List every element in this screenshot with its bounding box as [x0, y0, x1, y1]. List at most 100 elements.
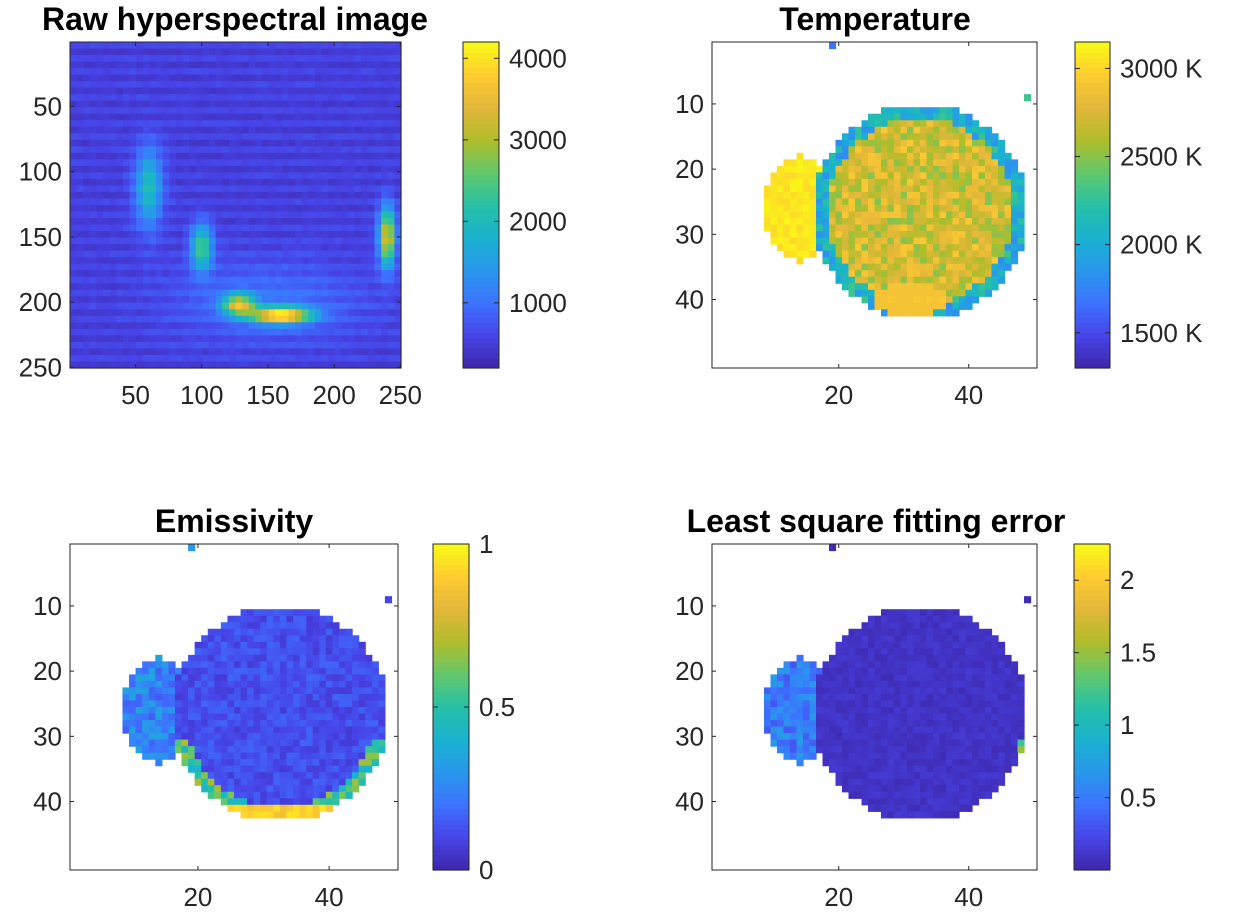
heatmap-cell [188, 733, 196, 741]
heatmap-cell [978, 185, 986, 193]
heatmap-cell [978, 654, 986, 662]
heatmap-cell [374, 211, 382, 219]
heatmap-cell [301, 81, 309, 89]
heatmap-cell [182, 113, 190, 121]
colorbar-segment [463, 87, 499, 94]
heatmap-cell [89, 133, 98, 141]
heatmap-cell [227, 693, 235, 702]
heatmap-cell [381, 341, 389, 350]
heatmap-cell [352, 739, 360, 747]
heatmap-cell [354, 341, 362, 350]
heatmap-cell [855, 224, 863, 232]
heatmap-cell [325, 667, 333, 675]
heatmap-cell [861, 237, 869, 245]
colorbar-segment [433, 763, 469, 769]
heatmap-cell [202, 335, 210, 343]
heatmap-cell [985, 654, 993, 662]
heatmap-cell [319, 713, 327, 721]
heatmap-cell [70, 328, 78, 336]
heatmap-cell [255, 250, 263, 258]
heatmap-cell [926, 205, 934, 213]
heatmap-cell [288, 361, 296, 369]
heatmap-cell [926, 231, 934, 239]
heatmap-cell [354, 309, 362, 317]
heatmap-cell [900, 635, 908, 643]
heatmap-cell [273, 772, 281, 780]
heatmap-cell [260, 726, 268, 734]
heatmap-cell [248, 211, 256, 219]
heatmap-cell [142, 48, 151, 56]
heatmap-cell [175, 244, 184, 252]
heatmap-cell [829, 661, 837, 669]
heatmap-cell [169, 139, 177, 147]
heatmap-cell [295, 152, 303, 160]
heatmap-cell [306, 622, 314, 630]
heatmap-cell [136, 322, 144, 330]
heatmap-cell [308, 328, 316, 336]
heatmap-cell [855, 152, 863, 160]
heatmap-cell [972, 635, 980, 643]
heatmap-cell [103, 270, 111, 278]
heatmap-cell [374, 296, 382, 304]
heatmap-cell [96, 361, 104, 369]
heatmap-cell [227, 687, 235, 695]
heatmap-cell [189, 191, 197, 200]
heatmap-cell [1004, 165, 1012, 173]
heatmap-cell [240, 804, 248, 812]
heatmap-cell [295, 289, 303, 297]
heatmap-cell [89, 237, 98, 245]
heatmap-cell [148, 752, 156, 760]
heatmap-cell [367, 257, 376, 265]
heatmap-cell [189, 146, 197, 154]
heatmap-cell [301, 328, 309, 336]
heatmap-cell [182, 205, 190, 213]
heatmap-cell [321, 42, 329, 50]
colorbar-segment [463, 138, 499, 145]
heatmap-cell [1004, 661, 1012, 669]
heatmap-cell [162, 361, 170, 369]
heatmap-cell [235, 146, 243, 154]
heatmap-cell [235, 211, 243, 219]
heatmap-cell [985, 139, 993, 147]
heatmap-cell [279, 687, 288, 695]
colorbar-segment [433, 650, 469, 657]
heatmap-cell [129, 257, 137, 265]
heatmap-cell [220, 726, 229, 734]
heatmap-cell [116, 341, 124, 350]
panel-title: Emissivity [155, 503, 314, 539]
heatmap-cell [248, 354, 256, 363]
heatmap-cell [367, 361, 376, 369]
heatmap-cell [301, 120, 309, 128]
heatmap-cell [338, 641, 347, 649]
heatmap-cell [348, 205, 356, 213]
heatmap-cell [156, 165, 164, 173]
heatmap-cell [348, 361, 356, 369]
heatmap-cell [790, 661, 798, 669]
heatmap-cell [135, 746, 143, 754]
heatmap-cell [321, 348, 329, 356]
heatmap-cell [920, 667, 928, 675]
heatmap-cell [301, 218, 309, 226]
heatmap-cell [234, 661, 242, 669]
heatmap-cell [207, 700, 215, 708]
heatmap-cell [189, 289, 197, 297]
heatmap-cell [286, 798, 294, 806]
heatmap-cell [169, 152, 177, 160]
heatmap-cell [182, 165, 190, 173]
heatmap-cell [299, 648, 307, 656]
heatmap-cell [242, 354, 250, 363]
heatmap-cell [222, 328, 230, 336]
heatmap-cell [894, 191, 902, 200]
heatmap-cell [215, 61, 223, 69]
heatmap-cell [286, 635, 294, 643]
heatmap-cell [188, 759, 196, 767]
heatmap-cell [156, 309, 164, 317]
heatmap-cell [972, 250, 980, 258]
colorbar-segment [433, 676, 469, 683]
heatmap-cell [939, 198, 947, 206]
heatmap-cell [991, 146, 999, 154]
heatmap-cell [202, 276, 210, 284]
colorbar-segment [1075, 57, 1110, 63]
heatmap-cell [321, 191, 329, 200]
heatmap-cell [822, 211, 830, 219]
